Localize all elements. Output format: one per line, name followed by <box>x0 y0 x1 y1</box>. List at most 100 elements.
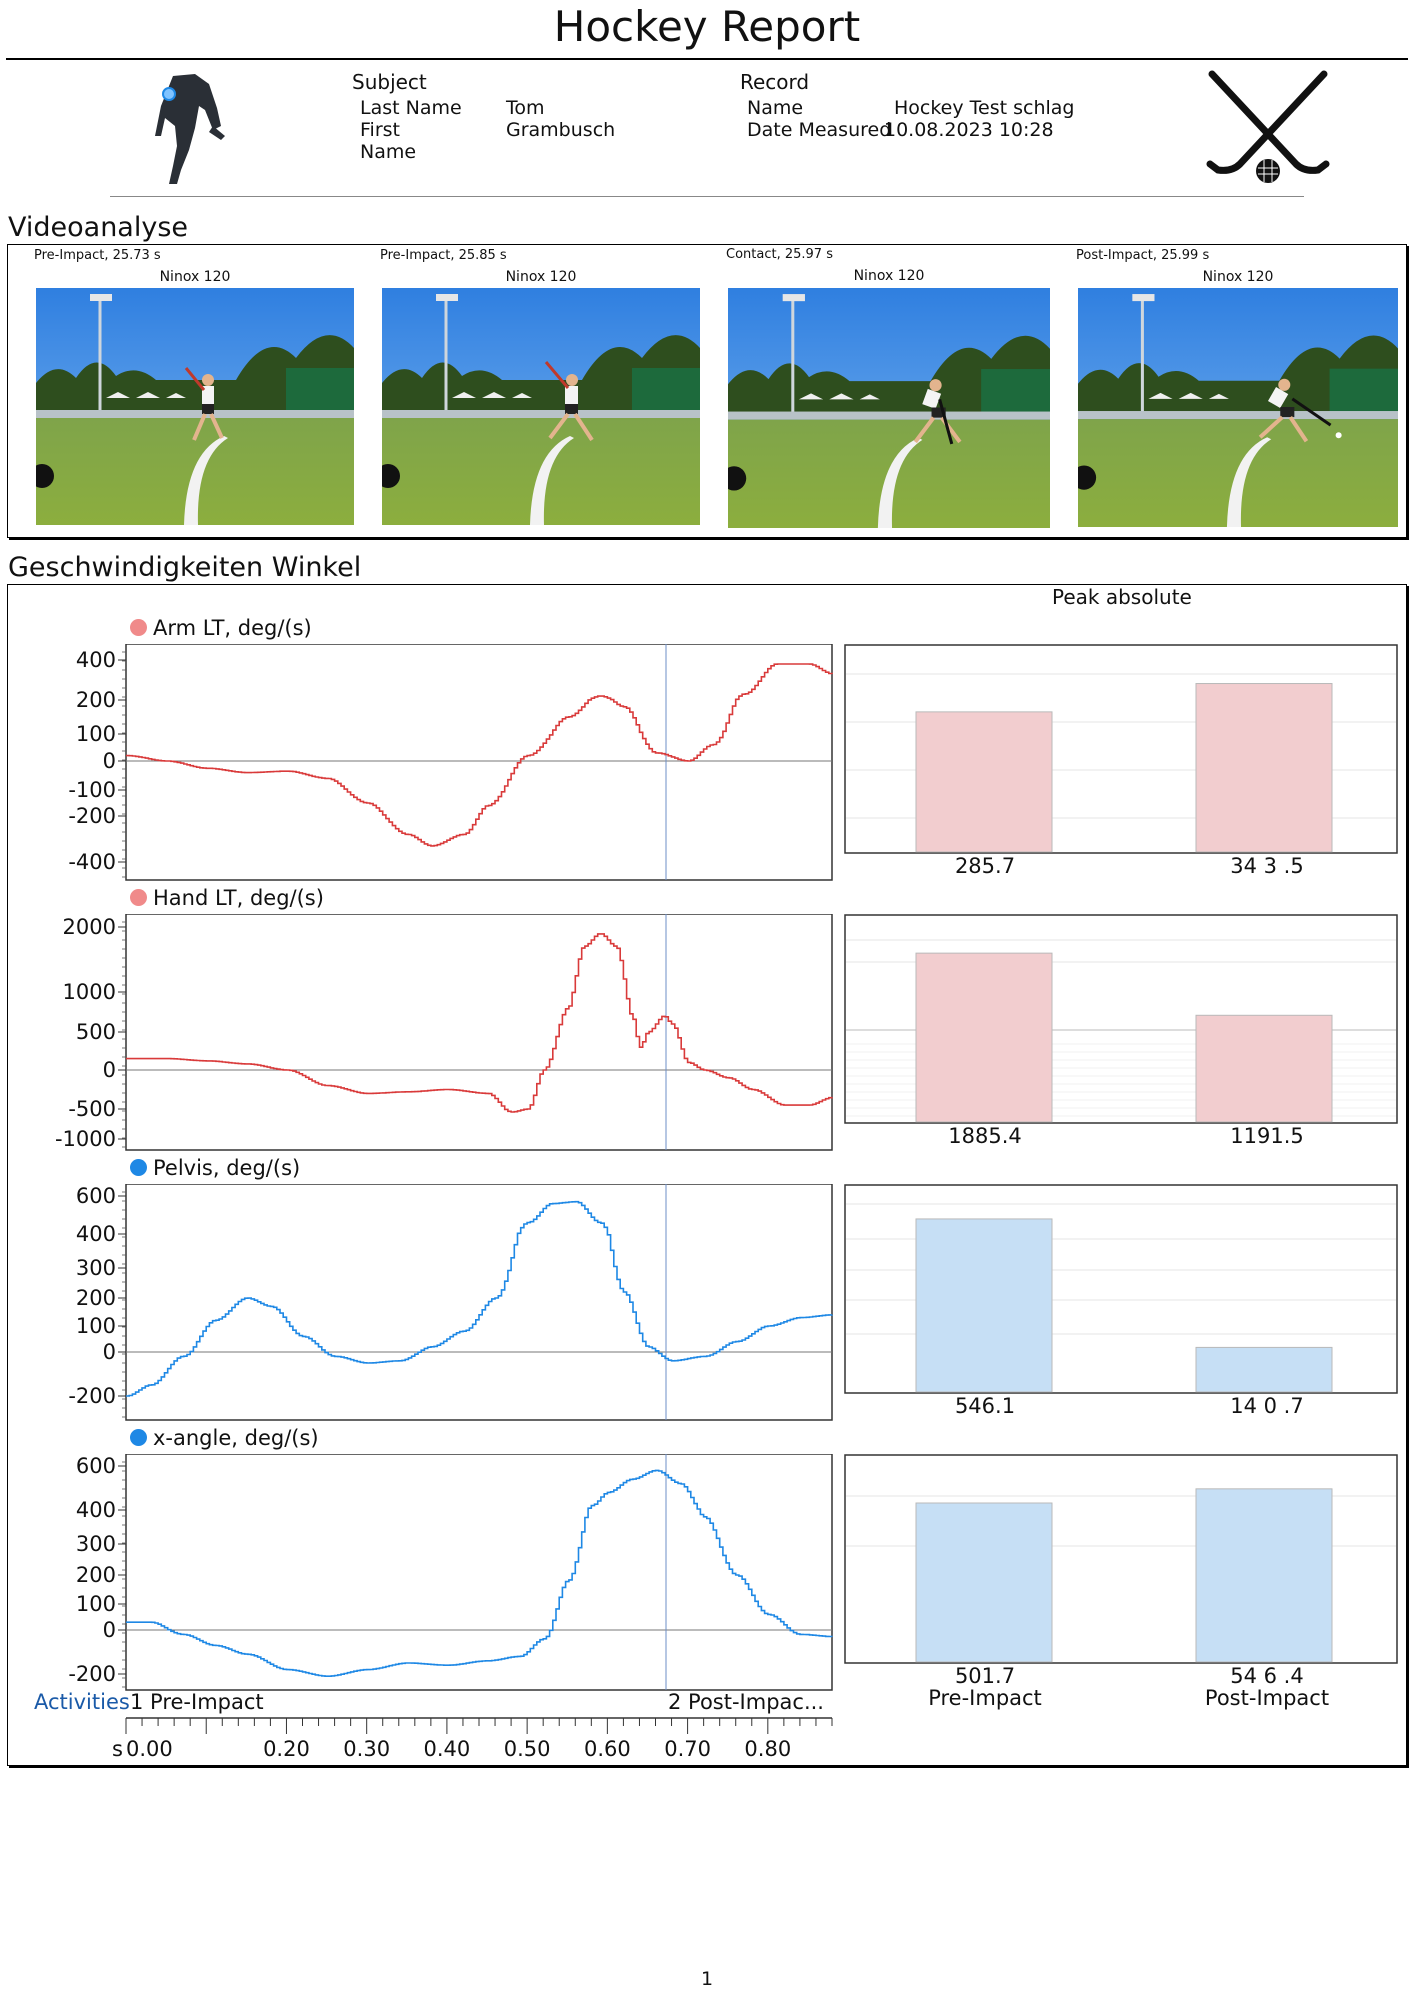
bar-value-label: 1191.5 <box>1230 1124 1304 1148</box>
video-frame-pre-impact-2[interactable] <box>382 288 700 525</box>
y-tick-label: -200 <box>68 1662 116 1686</box>
video-section-title: Videoanalyse <box>8 212 189 243</box>
camera-label: Ninox 120 <box>159 269 231 285</box>
first-name-label-2: Name <box>360 141 417 163</box>
plot-frame <box>125 1184 833 1421</box>
series-marker <box>130 1429 147 1446</box>
bar <box>1195 1346 1333 1393</box>
bar-category-label: Pre-Impact <box>928 1686 1042 1710</box>
bar <box>1195 1014 1333 1123</box>
y-tick-label: 400 <box>76 648 116 672</box>
runner-figure-icon <box>155 74 225 184</box>
activity-pre-impact[interactable]: 1 Pre-Impact <box>130 1690 264 1714</box>
y-tick-label: 400 <box>76 1498 116 1522</box>
video-frame-pre-impact-1[interactable] <box>36 288 354 525</box>
series-marker <box>130 619 147 636</box>
line-chart-arm: 400 200 100 0 -100-200 -400 <box>68 644 833 881</box>
peak-absolute-header: Peak absolute <box>1052 585 1192 609</box>
page-title: Hockey Report <box>553 2 861 51</box>
frame-caption: Pre-Impact, 25.85 s <box>380 248 507 263</box>
y-tick-label: -200 <box>68 1384 116 1408</box>
bar <box>915 952 1053 1123</box>
last-name-label: Last Name <box>360 97 462 119</box>
line-chart-pelvis: 600 400 300 200 1000 -200 <box>68 1184 833 1421</box>
date-measured-label: Date Measured <box>747 119 892 141</box>
y-tick-label: 100 <box>76 1314 116 1338</box>
speeds-panel <box>7 584 1407 1766</box>
bar <box>1195 1488 1333 1663</box>
y-tick-label: 200 <box>76 1286 116 1310</box>
bar-value-label: 501.7 <box>954 1664 1016 1688</box>
y-tick-label: -1000 <box>55 1127 116 1151</box>
y-tick-label: 400 <box>76 1222 116 1246</box>
video-frame-post-impact[interactable] <box>1078 288 1398 527</box>
bar-value-label: 1885.4 <box>948 1124 1022 1148</box>
y-tick-label: 0 <box>103 1618 116 1642</box>
y-tick-label: -200 <box>68 804 116 828</box>
bar-value-label: 54 6 .4 <box>1230 1664 1304 1688</box>
y-tick-label: 600 <box>76 1184 116 1208</box>
bar-value-label: 34 3 .5 <box>1230 854 1304 878</box>
y-tick-label: -500 <box>68 1097 116 1121</box>
date-measured-value: 10.08.2023 10:28 <box>884 119 1054 141</box>
y-tick-label: 1000 <box>63 980 116 1004</box>
chart-title-arm: Arm LT, deg/(s) <box>130 616 312 640</box>
first-name-value: Grambusch <box>506 119 616 141</box>
last-name-value: Tom <box>506 97 545 119</box>
y-tick-label: 300 <box>76 1256 116 1280</box>
time-axis: s 0.00 0.20 0.30 0.40 0.50 0.60 0.70 0.80 <box>112 1717 833 1761</box>
record-label: Record <box>740 70 810 94</box>
series-line <box>126 1469 833 1677</box>
x-tick-label: 0.40 <box>424 1737 471 1761</box>
bar <box>1195 683 1333 853</box>
bar-chart-hand <box>844 914 1398 1124</box>
bar-chart-arm <box>844 644 1398 854</box>
activity-post-impact[interactable]: 2 Post-Impac... <box>668 1690 824 1714</box>
chart-title-text: Arm LT, deg/(s) <box>153 616 312 640</box>
series-marker <box>130 1159 147 1176</box>
y-tick-label: 100 <box>76 1592 116 1616</box>
bar <box>915 1502 1053 1663</box>
frame-caption: Post-Impact, 25.99 s <box>1076 248 1210 263</box>
camera-label: Ninox 120 <box>1202 269 1274 285</box>
x-tick-label: 0.30 <box>343 1737 390 1761</box>
frame-caption: Pre-Impact, 25.73 s <box>34 248 161 263</box>
series-line <box>126 1200 833 1397</box>
first-name-label: First <box>360 119 400 141</box>
x-tick-label: 0.70 <box>664 1737 711 1761</box>
video-frame-contact[interactable] <box>728 288 1050 528</box>
record-name-value: Hockey Test schlag <box>894 97 1075 119</box>
bar-value-label: 285.7 <box>954 854 1016 878</box>
line-chart-hand: 2000 1000 500 0 -500 -1000 <box>55 914 833 1151</box>
x-tick-label: 0.00 <box>126 1737 173 1761</box>
bar <box>915 1218 1053 1393</box>
bar-value-label: 546.1 <box>954 1394 1016 1418</box>
title-divider <box>6 58 1408 60</box>
y-tick-label: 500 <box>76 1020 116 1044</box>
x-tick-label: 0.50 <box>504 1737 551 1761</box>
chart-title-xangle: x-angle, deg/(s) <box>130 1426 319 1450</box>
x-unit-label: s <box>112 1737 123 1761</box>
header-divider <box>110 196 1304 197</box>
subject-label: Subject <box>352 70 427 94</box>
plot-frame <box>125 1454 833 1691</box>
y-tick-label: 0 <box>103 1340 116 1364</box>
bar <box>915 711 1053 853</box>
bar-value-label: 14 0 .7 <box>1230 1394 1304 1418</box>
camera-label: Ninox 120 <box>505 269 577 285</box>
bar-chart-pelvis <box>844 1184 1398 1394</box>
activities-link[interactable]: Activities <box>34 1690 130 1714</box>
y-tick-label: 200 <box>76 1563 116 1587</box>
camera-label: Ninox 120 <box>853 268 925 284</box>
x-tick-label: 0.60 <box>584 1737 631 1761</box>
y-tick-label: -100 <box>68 778 116 802</box>
video-panel <box>7 244 1407 538</box>
x-tick-label: 0.20 <box>263 1737 310 1761</box>
speeds-section-title: Geschwindigkeiten Winkel <box>8 552 362 583</box>
y-tick-label: 300 <box>76 1532 116 1556</box>
chart-title-pelvis: Pelvis, deg/(s) <box>130 1156 300 1180</box>
bar-chart-xangle <box>844 1454 1398 1664</box>
plot-frame <box>125 914 833 1151</box>
series-marker <box>130 889 147 906</box>
record-name-label: Name <box>747 97 804 119</box>
